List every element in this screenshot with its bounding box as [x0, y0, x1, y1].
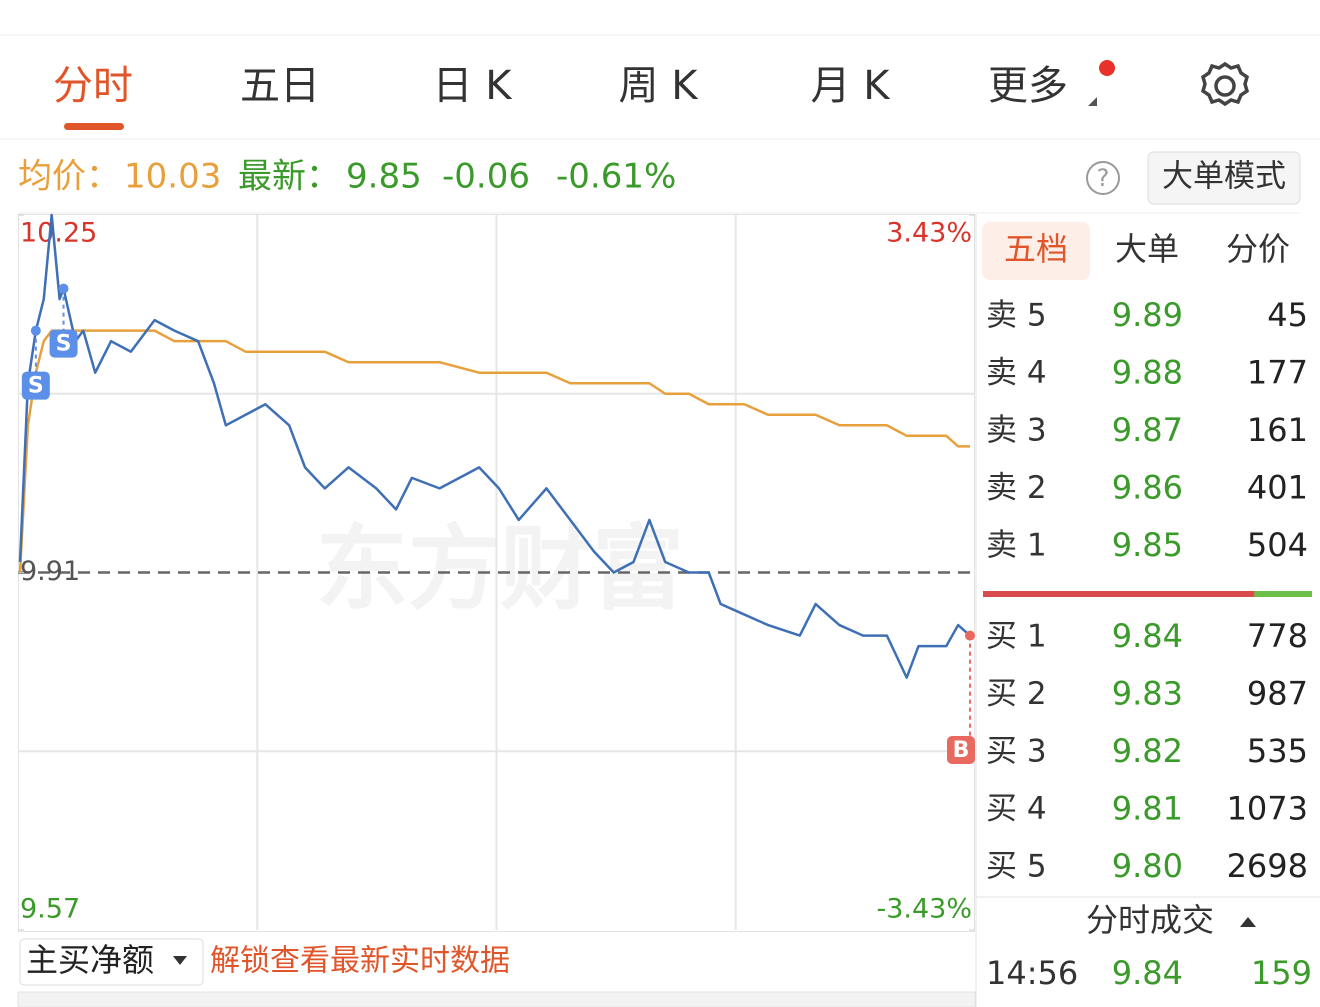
book-label: 卖 3	[986, 413, 1047, 449]
book-label: 卖 4	[986, 355, 1047, 391]
book-label: 买 1	[986, 619, 1047, 655]
unlock-link[interactable]: 解锁查看最新实时数据	[210, 944, 510, 979]
book-tab[interactable]: 大单	[1115, 230, 1179, 268]
trade-time: 14:56	[986, 954, 1078, 992]
info-latest-label: 最新：	[238, 157, 340, 197]
marker-label: S	[56, 332, 72, 357]
avg-price-line	[18, 329, 970, 573]
book-price: 9.87	[1112, 411, 1183, 449]
marker-badge	[21, 371, 50, 400]
marker-label: B	[953, 738, 970, 763]
book-price: 9.88	[1112, 354, 1183, 392]
help-icon[interactable]	[1086, 161, 1120, 195]
y-tick-label: 9.57	[20, 894, 80, 925]
tab[interactable]: 日 K	[433, 63, 514, 109]
book-volume: 45	[1267, 296, 1308, 334]
more-arrow	[1088, 97, 1097, 106]
book-volume: 1073	[1227, 790, 1308, 828]
y-tick-label: 9.91	[20, 556, 80, 587]
tab[interactable]: 更多	[988, 63, 1068, 109]
tab-underline	[64, 123, 124, 130]
book-label: 卖 5	[986, 298, 1047, 334]
book-volume: 778	[1247, 617, 1308, 655]
sell-ratio-bar	[1254, 591, 1312, 597]
notification-dot	[1099, 60, 1115, 76]
info-latest: 9.85	[346, 157, 422, 197]
book-price: 9.89	[1112, 296, 1183, 334]
y-tick-label: 10.25	[20, 218, 97, 249]
selector-arrow	[173, 956, 187, 965]
trades-arrow[interactable]	[1240, 917, 1256, 927]
trades-title: 分时成交	[1086, 901, 1214, 939]
book-volume: 504	[1247, 526, 1308, 564]
marker-badge	[947, 736, 975, 764]
book-volume: 177	[1247, 354, 1308, 392]
info-change-pct: -0.61%	[556, 157, 676, 197]
marker-badge	[49, 329, 78, 358]
book-label: 买 3	[986, 734, 1047, 770]
book-volume: 987	[1247, 675, 1308, 713]
book-label: 买 4	[986, 791, 1047, 827]
indicator-selector-box[interactable]	[19, 938, 204, 986]
book-volume: 535	[1247, 732, 1308, 770]
book-price: 9.80	[1112, 847, 1183, 885]
book-tab[interactable]: 分价	[1226, 230, 1290, 268]
book-price: 9.83	[1112, 675, 1183, 713]
tab[interactable]: 周 K	[619, 63, 700, 109]
tab[interactable]: 分时	[53, 63, 133, 109]
active-book-tab[interactable]	[982, 222, 1090, 280]
indicator-selector[interactable]: 主买净额	[26, 941, 154, 979]
book-price: 9.86	[1112, 469, 1183, 507]
book-price: 9.84	[1112, 617, 1183, 655]
trade-price: 9.84	[1112, 954, 1183, 992]
book-label: 卖 2	[986, 470, 1047, 506]
settings-icon[interactable]	[1200, 61, 1250, 107]
watermark: 东方财富	[316, 515, 684, 622]
help-text: ?	[1097, 164, 1110, 192]
tab[interactable]: 五日	[240, 63, 320, 109]
bottom-strip	[17, 991, 976, 1007]
y2-tick-label: -3.43%	[876, 894, 972, 925]
book-label: 买 2	[986, 676, 1047, 712]
book-price: 9.82	[1112, 732, 1183, 770]
mode-button[interactable]	[1147, 151, 1301, 205]
marker-label: S	[28, 374, 44, 399]
book-volume: 161	[1247, 411, 1308, 449]
trade-volume: 159	[1251, 954, 1312, 992]
info-avg: 10.03	[124, 157, 221, 197]
info-avg-label: 均价：	[18, 157, 120, 197]
tab[interactable]: 月 K	[811, 63, 892, 109]
book-volume: 401	[1247, 469, 1308, 507]
y2-tick-label: 3.43%	[886, 218, 972, 249]
info-change: -0.06	[442, 157, 530, 197]
buy-ratio-bar	[983, 591, 1255, 597]
book-label: 卖 1	[986, 528, 1047, 564]
book-tab[interactable]: 五档	[1004, 230, 1068, 268]
book-volume: 2698	[1227, 847, 1308, 885]
book-price: 9.85	[1112, 526, 1183, 564]
book-price: 9.81	[1112, 790, 1183, 828]
price-line	[18, 213, 971, 679]
mode-button-label[interactable]: 大单模式	[1162, 159, 1286, 195]
book-label: 买 5	[986, 849, 1047, 885]
